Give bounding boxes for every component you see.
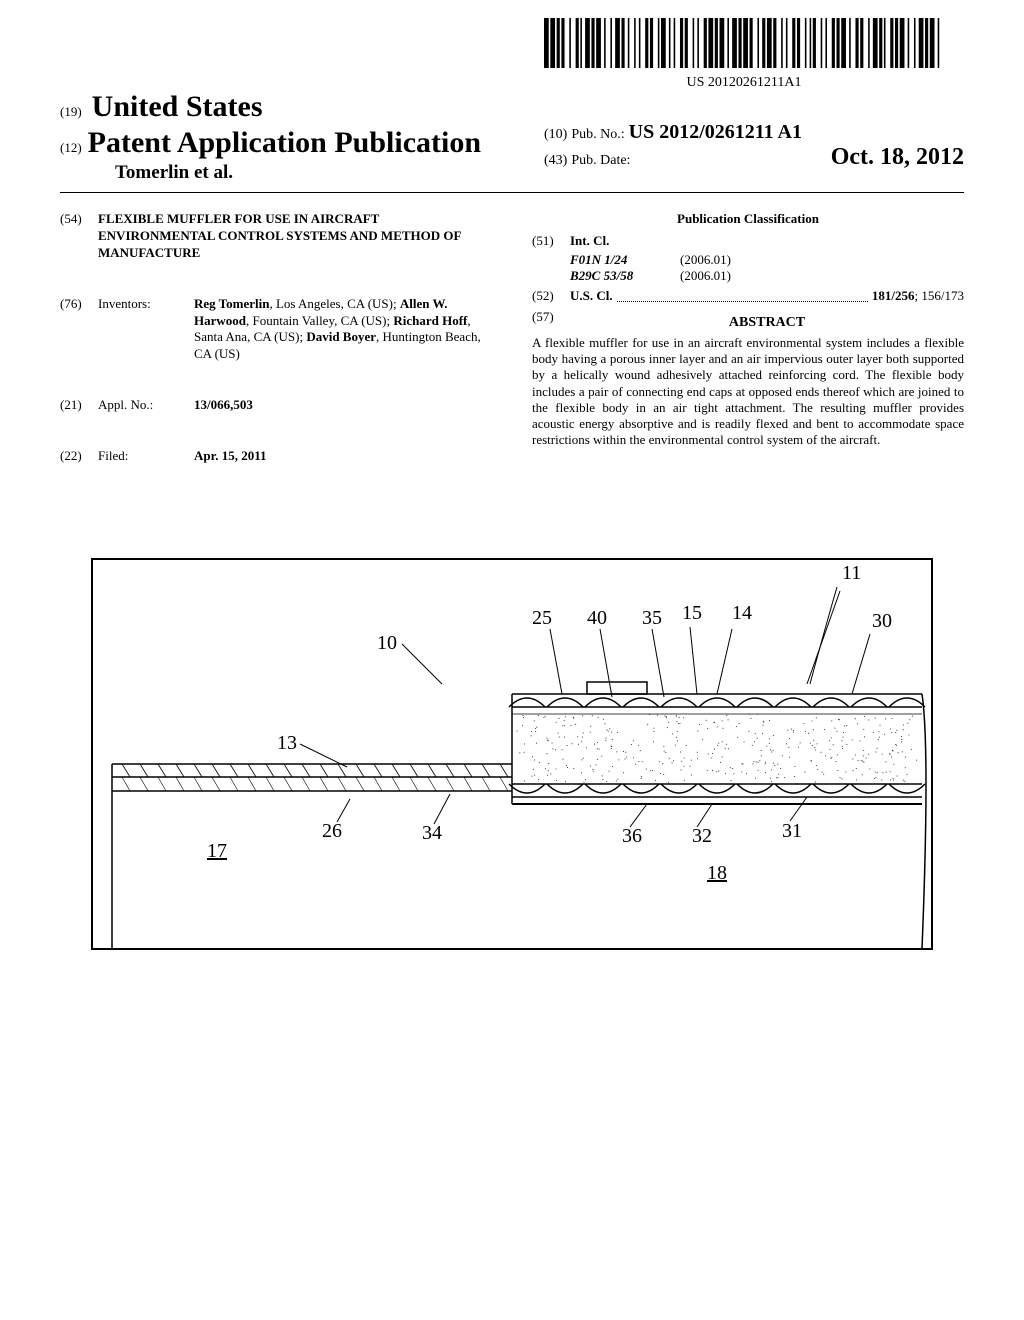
svg-text:15: 15 — [682, 602, 702, 624]
inventors-num: (76) — [60, 296, 98, 364]
filed-num: (22) — [60, 448, 98, 465]
svg-text:10: 10 — [377, 632, 397, 654]
intcl-label: Int. Cl. — [570, 233, 609, 250]
header-prefix-19: (19) — [60, 104, 82, 119]
svg-text:18: 18 — [707, 862, 727, 884]
invention-title: FLEXIBLE MUFFLER FOR USE IN AIRCRAFT ENV… — [98, 211, 492, 262]
header-country: United States — [92, 90, 263, 123]
svg-text:25: 25 — [532, 607, 552, 629]
filed-label: Filed: — [98, 448, 194, 465]
barcode — [544, 18, 944, 68]
patent-figure: 10 13 17 26 34 25 40 35 15 14 11 30 36 32 31 18 — [82, 519, 942, 959]
svg-text:31: 31 — [782, 820, 802, 842]
intcl-entry: B29C 53/58(2006.01) — [570, 268, 964, 284]
svg-text:36: 36 — [622, 825, 642, 847]
svg-text:17: 17 — [207, 840, 227, 862]
pub-no-value: US 2012/0261211 A1 — [629, 121, 802, 143]
intcl-num: (51) — [532, 233, 570, 250]
svg-text:34: 34 — [422, 822, 442, 844]
header-pub-type: Patent Application Publication — [88, 126, 481, 160]
appl-label: Appl. No.: — [98, 397, 194, 414]
uscl-label: U.S. Cl. — [570, 288, 613, 305]
pub-date-label: Pub. Date: — [571, 153, 630, 168]
abstract-num: (57) — [532, 309, 570, 335]
abstract-header: ABSTRACT — [570, 315, 964, 331]
appl-value: 13/066,503 — [194, 397, 492, 414]
figure-area: 10 13 17 26 34 25 40 35 15 14 11 30 36 32 31 18 — [60, 519, 964, 964]
svg-text:14: 14 — [732, 602, 752, 624]
uscl-dots — [617, 288, 868, 302]
abstract-body: A flexible muffler for use in an aircraf… — [532, 335, 964, 449]
svg-text:35: 35 — [642, 607, 662, 629]
pub-no-prefix: (10) — [544, 127, 567, 142]
content-columns: (54) FLEXIBLE MUFFLER FOR USE IN AIRCRAF… — [60, 211, 964, 479]
svg-text:32: 32 — [692, 825, 712, 847]
right-column: Publication Classification (51) Int. Cl.… — [532, 211, 964, 479]
pub-date-value: Oct. 18, 2012 — [831, 144, 964, 171]
inventors-label: Inventors: — [98, 296, 194, 364]
svg-text:40: 40 — [587, 607, 607, 629]
intcl-entry: F01N 1/24(2006.01) — [570, 252, 964, 268]
inventors-value: Reg Tomerlin, Los Angeles, CA (US); Alle… — [194, 296, 492, 364]
appl-num: (21) — [60, 397, 98, 414]
uscl-num: (52) — [532, 288, 570, 305]
header-prefix-12: (12) — [60, 140, 82, 156]
classification-header: Publication Classification — [532, 211, 964, 227]
pub-info: (10) Pub. No.: US 2012/0261211 A1 (43) P… — [544, 121, 964, 171]
barcode-text: US 20120261211A1 — [544, 75, 944, 91]
pub-date-prefix: (43) — [544, 153, 567, 168]
uscl-value: 181/256; 156/173 — [872, 288, 964, 305]
left-column: (54) FLEXIBLE MUFFLER FOR USE IN AIRCRAF… — [60, 211, 492, 479]
header-rule — [60, 192, 964, 193]
title-num: (54) — [60, 211, 98, 262]
filed-value: Apr. 15, 2011 — [194, 448, 492, 465]
svg-text:30: 30 — [872, 610, 892, 632]
svg-text:13: 13 — [277, 732, 297, 754]
pub-no-label: Pub. No.: — [571, 127, 624, 142]
svg-text:11: 11 — [842, 562, 861, 584]
barcode-area: US 20120261211A1 — [544, 18, 944, 91]
svg-text:26: 26 — [322, 820, 342, 842]
